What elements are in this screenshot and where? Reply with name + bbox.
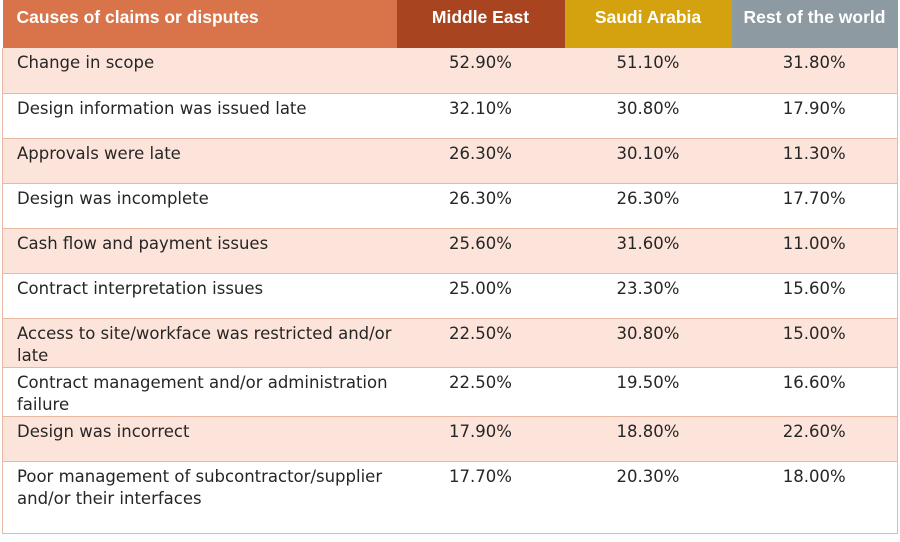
header-rest-of-world: Rest of the world bbox=[731, 0, 898, 48]
header-middle-east: Middle East bbox=[396, 0, 565, 48]
cause-cell: Design information was issued late bbox=[2, 93, 397, 139]
saudi-arabia-cell: 30.10% bbox=[564, 138, 732, 184]
saudi-arabia-cell: 51.10% bbox=[564, 48, 732, 94]
saudi-arabia-cell: 19.50% bbox=[564, 367, 732, 417]
header-causes: Causes of claims or disputes bbox=[2, 0, 397, 48]
cause-cell: Cash flow and payment issues bbox=[2, 228, 397, 274]
table-row: Design was incomplete 26.30% 26.30% 17.7… bbox=[2, 183, 898, 229]
middle-east-cell: 25.60% bbox=[396, 228, 565, 274]
cause-cell: Approvals were late bbox=[2, 138, 397, 184]
middle-east-cell: 26.30% bbox=[396, 138, 565, 184]
rest-of-world-cell: 11.00% bbox=[731, 228, 898, 274]
rest-of-world-cell: 15.60% bbox=[731, 273, 898, 319]
saudi-arabia-cell: 31.60% bbox=[564, 228, 732, 274]
table-row: Access to site/workface was restricted a… bbox=[2, 318, 898, 368]
middle-east-cell: 17.90% bbox=[396, 416, 565, 462]
rest-of-world-cell: 15.00% bbox=[731, 318, 898, 368]
middle-east-cell: 22.50% bbox=[396, 318, 565, 368]
middle-east-cell: 25.00% bbox=[396, 273, 565, 319]
table-row: Change in scope 52.90% 51.10% 31.80% bbox=[2, 48, 898, 94]
table-row: Design information was issued late 32.10… bbox=[2, 93, 898, 139]
table-row: Cash flow and payment issues 25.60% 31.6… bbox=[2, 228, 898, 274]
middle-east-cell: 26.30% bbox=[396, 183, 565, 229]
cause-cell: Access to site/workface was restricted a… bbox=[2, 318, 397, 368]
middle-east-cell: 17.70% bbox=[396, 461, 565, 534]
table-row: Design was incorrect 17.90% 18.80% 22.60… bbox=[2, 416, 898, 462]
table-row: Poor management of subcontractor/supplie… bbox=[2, 461, 898, 534]
saudi-arabia-cell: 26.30% bbox=[564, 183, 732, 229]
saudi-arabia-cell: 18.80% bbox=[564, 416, 732, 462]
table-row: Approvals were late 26.30% 30.10% 11.30% bbox=[2, 138, 898, 184]
cause-cell: Contract interpretation issues bbox=[2, 273, 397, 319]
middle-east-cell: 32.10% bbox=[396, 93, 565, 139]
saudi-arabia-cell: 30.80% bbox=[564, 318, 732, 368]
rest-of-world-cell: 31.80% bbox=[731, 48, 898, 94]
rest-of-world-cell: 17.70% bbox=[731, 183, 898, 229]
saudi-arabia-cell: 20.30% bbox=[564, 461, 732, 534]
cause-cell: Change in scope bbox=[2, 48, 397, 94]
cause-cell: Design was incorrect bbox=[2, 416, 397, 462]
middle-east-cell: 52.90% bbox=[396, 48, 565, 94]
header-saudi-arabia: Saudi Arabia bbox=[564, 0, 732, 48]
header-row: Causes of claims or disputes Middle East… bbox=[2, 0, 898, 48]
rest-of-world-cell: 16.60% bbox=[731, 367, 898, 417]
table-row: Contract management and/or administratio… bbox=[2, 367, 898, 417]
saudi-arabia-cell: 23.30% bbox=[564, 273, 732, 319]
cause-cell: Poor management of subcontractor/supplie… bbox=[2, 461, 397, 534]
rest-of-world-cell: 22.60% bbox=[731, 416, 898, 462]
rest-of-world-cell: 11.30% bbox=[731, 138, 898, 184]
cause-cell: Contract management and/or administratio… bbox=[2, 367, 397, 417]
saudi-arabia-cell: 30.80% bbox=[564, 93, 732, 139]
rest-of-world-cell: 17.90% bbox=[731, 93, 898, 139]
rest-of-world-cell: 18.00% bbox=[731, 461, 898, 534]
table-row: Contract interpretation issues 25.00% 23… bbox=[2, 273, 898, 319]
middle-east-cell: 22.50% bbox=[396, 367, 565, 417]
cause-cell: Design was incomplete bbox=[2, 183, 397, 229]
